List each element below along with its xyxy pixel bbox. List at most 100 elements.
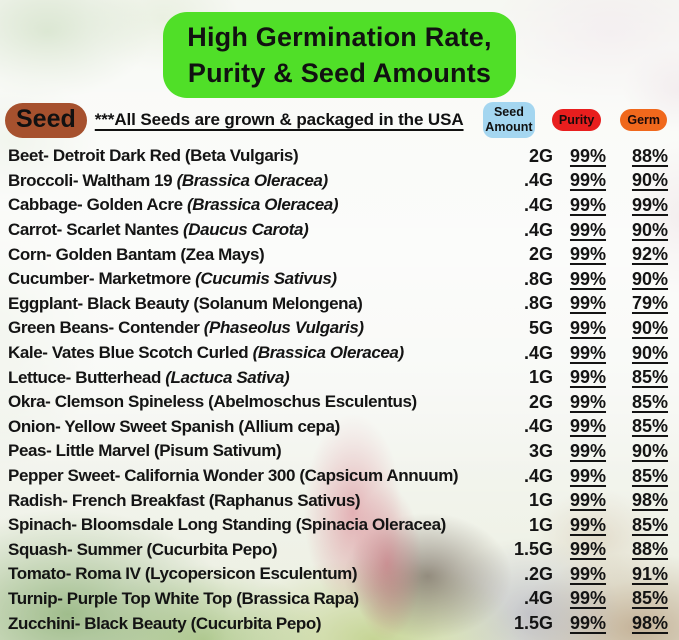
purity-value: 99% — [569, 391, 607, 412]
purity-value: 99% — [569, 145, 607, 166]
purity-value: 99% — [569, 490, 607, 511]
purity-value: 99% — [569, 588, 607, 609]
scientific-name-text: (Abelmoschus Esculentus) — [208, 392, 417, 412]
purity-value: 99% — [569, 416, 607, 437]
seed-amount-value: 2G — [528, 145, 553, 166]
variety-name: Tomato- Roma IV (Lycopersicon Esculentum… — [8, 564, 493, 584]
common-name-text: Cabbage- Golden Acre — [8, 195, 187, 215]
common-name-text: Cucumber- Marketmore — [8, 269, 196, 289]
germination-value: 90% — [631, 170, 669, 191]
purity-value: 99% — [569, 539, 607, 560]
germination-value: 91% — [631, 563, 669, 584]
common-name-text: Onion- Yellow Sweet Spanish — [8, 416, 239, 436]
variety-name: Broccoli- Waltham 19 (Brassica Oleracea) — [8, 171, 493, 191]
table-row: Green Beans- Contender (Phaseolus Vulgar… — [8, 316, 677, 341]
purity-value: 99% — [569, 367, 607, 388]
seed-amount-value: 5G — [528, 317, 553, 338]
table-row: Radish- French Breakfast (Raphanus Sativ… — [8, 488, 677, 513]
table-row: Carrot- Scarlet Nantes (Daucus Carota) .… — [8, 218, 677, 243]
seed-amount-value: .8G — [523, 293, 553, 314]
purity-value: 99% — [569, 514, 607, 535]
purity-value: 99% — [569, 219, 607, 240]
variety-name: Okra- Clemson Spineless (Abelmoschus Esc… — [8, 392, 493, 412]
germination-value: 79% — [631, 293, 669, 314]
table-row: Tomato- Roma IV (Lycopersicon Esculentum… — [8, 562, 677, 587]
seed-amount-label-line2: Amount — [485, 120, 533, 134]
variety-name: Pepper Sweet- California Wonder 300 (Cap… — [8, 466, 493, 486]
scientific-name-text: (Cucumis Sativus) — [195, 269, 337, 289]
germination-value: 98% — [631, 613, 669, 634]
common-name-text: Pepper Sweet- California Wonder 300 — [8, 466, 300, 486]
variety-name: Peas- Little Marvel (Pisum Sativum) — [8, 441, 493, 461]
germination-value: 90% — [631, 268, 669, 289]
scientific-name-text: (Raphanus Sativus) — [208, 490, 361, 510]
germination-value: 99% — [631, 194, 669, 215]
scientific-name-text: (Beta Vulgaris) — [184, 146, 299, 166]
seed-amount-value: .4G — [523, 465, 553, 486]
common-name-text: Turnip- Purple Top White Top — [8, 588, 237, 608]
seed-amount-value: 3G — [528, 440, 553, 461]
common-name-text: Okra- Clemson Spineless — [8, 392, 209, 412]
variety-name: Kale- Vates Blue Scotch Curled (Brassica… — [8, 343, 493, 363]
seed-amount-value: .4G — [523, 588, 553, 609]
scientific-name-text: (Capsicum Annuum) — [299, 466, 459, 486]
scientific-name-text: (Allium cepa) — [238, 416, 340, 436]
purity-value: 99% — [569, 194, 607, 215]
seed-amount-value: 1G — [528, 367, 553, 388]
table-row: Pepper Sweet- California Wonder 300 (Cap… — [8, 464, 677, 489]
germination-value: 85% — [631, 391, 669, 412]
scientific-name-text: (Solanum Melongena) — [193, 293, 363, 313]
purity-value: 99% — [569, 465, 607, 486]
purity-value: 99% — [569, 613, 607, 634]
common-name-text: Peas- Little Marvel — [8, 441, 155, 461]
table-row: Lettuce- Butterhead (Lactuca Sativa) 1G … — [8, 365, 677, 390]
table-row: Kale- Vates Blue Scotch Curled (Brassica… — [8, 341, 677, 366]
seed-amount-value: 1G — [528, 490, 553, 511]
scientific-name-text: (Lycopersicon Esculentum) — [144, 564, 358, 584]
variety-name: Beet- Detroit Dark Red (Beta Vulgaris) — [8, 146, 493, 166]
scientific-name-text: (Brassica Oleracea) — [252, 343, 405, 363]
variety-name: Onion- Yellow Sweet Spanish (Allium cepa… — [8, 417, 493, 437]
purity-value: 99% — [569, 293, 607, 314]
germination-value: 88% — [631, 539, 669, 560]
scientific-name-text: (Brassica Rapa) — [236, 588, 359, 608]
table-row: Cabbage- Golden Acre (Brassica Oleracea)… — [8, 193, 677, 218]
seed-amount-value: .4G — [523, 170, 553, 191]
common-name-text: Squash- Summer — [8, 539, 147, 559]
germination-value: 85% — [631, 367, 669, 388]
variety-name: Zucchini- Black Beauty (Cucurbita Pepo) — [8, 614, 493, 634]
variety-name: Eggplant- Black Beauty (Solanum Melongen… — [8, 294, 493, 314]
usa-note: ***All Seeds are grown & packaged in the… — [94, 110, 464, 129]
common-name-text: Zucchini- Black Beauty — [8, 613, 191, 633]
common-name-text: Kale- Vates Blue Scotch Curled — [8, 343, 253, 363]
germination-value: 90% — [631, 317, 669, 338]
germ-column-label: Germ — [620, 109, 667, 131]
table-row: Turnip- Purple Top White Top (Brassica R… — [8, 587, 677, 612]
seed-amount-value: 1.5G — [513, 539, 553, 560]
table-row: Cucumber- Marketmore (Cucumis Sativus) .… — [8, 267, 677, 292]
variety-name: Carrot- Scarlet Nantes (Daucus Carota) — [8, 220, 493, 240]
seed-amount-value: .8G — [523, 268, 553, 289]
seed-amount-value: 1.5G — [513, 613, 553, 634]
seed-amount-label-line1: Seed — [493, 105, 524, 119]
seed-table-body: Beet- Detroit Dark Red (Beta Vulgaris) 2… — [0, 144, 679, 636]
table-row: Beet- Detroit Dark Red (Beta Vulgaris) 2… — [8, 144, 677, 169]
table-row: Onion- Yellow Sweet Spanish (Allium cepa… — [8, 415, 677, 440]
seed-amount-value: .4G — [523, 219, 553, 240]
common-name-text: Broccoli- Waltham 19 — [8, 170, 177, 190]
germination-value: 90% — [631, 342, 669, 363]
germination-value: 92% — [631, 244, 669, 265]
germination-value: 90% — [631, 440, 669, 461]
germination-value: 85% — [631, 465, 669, 486]
variety-name: Cabbage- Golden Acre (Brassica Oleracea) — [8, 195, 493, 215]
common-name-text: Eggplant- Black Beauty — [8, 293, 194, 313]
scientific-name-text: (Spinacia Oleracea) — [295, 515, 447, 535]
seed-amount-value: 2G — [528, 244, 553, 265]
purity-value: 99% — [569, 244, 607, 265]
germination-value: 85% — [631, 514, 669, 535]
scientific-name-text: (Cucurbita Pepo) — [190, 613, 322, 633]
table-row: Okra- Clemson Spineless (Abelmoschus Esc… — [8, 390, 677, 415]
scientific-name-text: (Lactuca Sativa) — [165, 367, 290, 387]
